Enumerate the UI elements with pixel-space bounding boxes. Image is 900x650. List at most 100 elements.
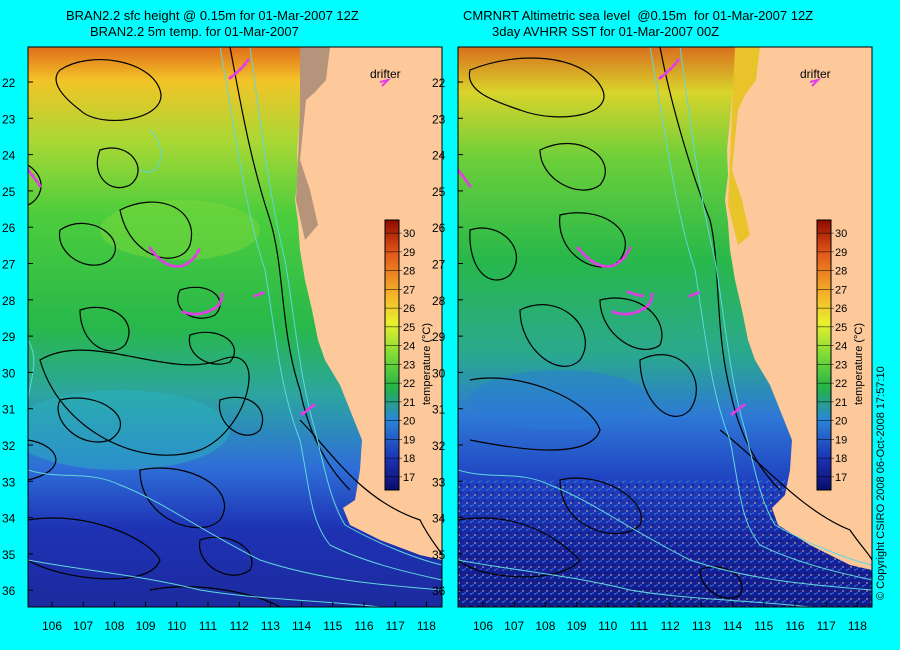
right-drifter-tracks: [458, 58, 748, 416]
lon-tick-label: 117: [386, 619, 405, 633]
lon-tick-label: 108: [104, 619, 124, 633]
lon-tick-label: 111: [199, 619, 218, 633]
lon-tick-label: 106: [473, 619, 493, 633]
colorbar-tick-label: 22: [403, 378, 415, 390]
left-map-panel: drifter: [28, 47, 442, 607]
colorbar-tick-label: 24: [403, 341, 415, 353]
lat-tick-label: 31: [432, 403, 446, 417]
lon-tick-label: 118: [417, 619, 436, 633]
colorbar-tick-label: 23: [835, 359, 847, 371]
colorbar-tick-label: 26: [403, 303, 415, 315]
colorbar-tick-label: 18: [835, 453, 847, 465]
right-colorbar: 30 29 28 27 26 25 24 23 22 21 20 19 18 17 temperature…: [816, 219, 865, 491]
lat-tick-label: 33: [432, 475, 446, 489]
lat-tick-label: 32: [432, 439, 446, 453]
right-longitude-ticks: 106 107 108 109 110 111 112 113 114 115 116 117 118: [473, 602, 867, 633]
colorbar-tick-label: 29: [403, 247, 415, 259]
lat-tick-label: 34: [2, 512, 16, 526]
lon-tick-label: 116: [785, 619, 804, 633]
lat-tick-label: 30: [432, 366, 446, 380]
left-land: [295, 47, 442, 607]
left-map-frame: [27, 46, 443, 608]
right-isobaths: [458, 47, 872, 607]
lat-tick-label: 29: [2, 330, 16, 344]
lon-tick-label: 117: [817, 619, 836, 633]
right-drifter-arrow: [809, 78, 822, 87]
lat-tick-label: 23: [432, 112, 446, 126]
colorbar-tick-label: 20: [835, 416, 847, 428]
colorbar-tick-label: 17: [835, 472, 847, 484]
lat-tick-label: 36: [432, 584, 446, 598]
colorbar-tick-label: 25: [835, 322, 847, 334]
right-colorbar-label: temperature (°C): [853, 323, 865, 405]
left-colorbar: 30 29 28 27 26 25 24 23 22 21 20 19 18 17 temperature…: [384, 219, 433, 491]
left-longitude-ticks: 106 107 108 109 110 111 112 113 114 115 116 117 118: [42, 602, 436, 633]
right-latitude-ticks: 22 23 24 25 26 27 28 29 30 31 32 33 34 35 36: [432, 76, 463, 598]
colorbar-tick-label: 25: [403, 322, 415, 334]
colorbar-tick-label: 27: [835, 284, 847, 296]
right-land-yellow: [728, 47, 760, 245]
left-latitude-ticks: 22 23 24 25 26 27 28 29 30 31 32 33 34 35 36: [2, 76, 33, 598]
lon-tick-label: 110: [167, 619, 186, 633]
lon-tick-label: 109: [567, 619, 587, 633]
lon-tick-label: 115: [754, 619, 773, 633]
left-title-line2: BRAN2.2 5m temp. for 01-Mar-2007: [90, 24, 299, 39]
lon-tick-label: 108: [535, 619, 555, 633]
left-drifter-tracks: [28, 58, 318, 416]
colorbar-tick-label: 21: [835, 397, 847, 409]
colorbar-tick-label: 24: [835, 341, 847, 353]
left-land-brown: [296, 47, 330, 240]
lon-tick-label: 113: [692, 619, 711, 633]
right-land: [725, 47, 872, 570]
colorbar-tick-label: 18: [403, 453, 415, 465]
lat-tick-label: 23: [2, 112, 16, 126]
lat-tick-label: 22: [2, 76, 16, 90]
right-ssh-contours: [458, 47, 872, 599]
colorbar-tick-label: 27: [403, 284, 415, 296]
lon-tick-label: 114: [723, 619, 742, 633]
lon-tick-label: 112: [661, 619, 680, 633]
lon-tick-label: 109: [136, 619, 156, 633]
lat-tick-label: 25: [2, 185, 16, 199]
left-ssh-contours: [28, 47, 442, 607]
colorbar-tick-label: 26: [835, 303, 847, 315]
left-isobaths: [28, 47, 442, 607]
colorbar-tick-label: 23: [403, 359, 415, 371]
lat-tick-label: 25: [432, 185, 446, 199]
right-title-line1: CMRNRT Altimetric sea level @0.15m for 0…: [463, 8, 814, 23]
lat-tick-label: 29: [432, 330, 446, 344]
colorbar-tick-label: 17: [403, 472, 415, 484]
lat-tick-label: 22: [432, 76, 446, 90]
lon-tick-label: 112: [230, 619, 249, 633]
lon-tick-label: 115: [323, 619, 342, 633]
lat-tick-label: 33: [2, 475, 16, 489]
colorbar-tick-label: 28: [403, 266, 415, 278]
lat-tick-label: 24: [432, 149, 446, 163]
colorbar-tick-label: 30: [835, 228, 847, 240]
lat-tick-label: 26: [2, 221, 16, 235]
left-drifter-label: drifter: [370, 67, 401, 81]
lat-tick-label: 32: [2, 439, 16, 453]
lat-tick-label: 28: [432, 294, 446, 308]
right-drifter-label: drifter: [800, 67, 831, 81]
lat-tick-label: 31: [2, 403, 16, 417]
lat-tick-label: 35: [2, 548, 16, 562]
lon-tick-label: 116: [354, 619, 373, 633]
right-map-frame: [457, 46, 873, 608]
lat-tick-label: 28: [2, 294, 16, 308]
lon-tick-label: 110: [598, 619, 617, 633]
lon-tick-label: 113: [261, 619, 280, 633]
lat-tick-label: 34: [432, 512, 446, 526]
lat-tick-label: 24: [2, 149, 16, 163]
colorbar-tick-label: 30: [403, 228, 415, 240]
right-title-line2: 3day AVHRR SST for 01-Mar-2007 00Z: [492, 24, 720, 39]
lat-tick-label: 36: [2, 584, 16, 598]
right-map-panel: drifter: [458, 47, 872, 607]
left-colorbar-label: temperature (°C): [421, 323, 433, 405]
left-drifter-arrow: [379, 78, 392, 87]
lat-tick-label: 30: [2, 366, 16, 380]
colorbar-tick-label: 20: [403, 416, 415, 428]
lat-tick-label: 26: [432, 221, 446, 235]
lon-tick-label: 118: [848, 619, 867, 633]
